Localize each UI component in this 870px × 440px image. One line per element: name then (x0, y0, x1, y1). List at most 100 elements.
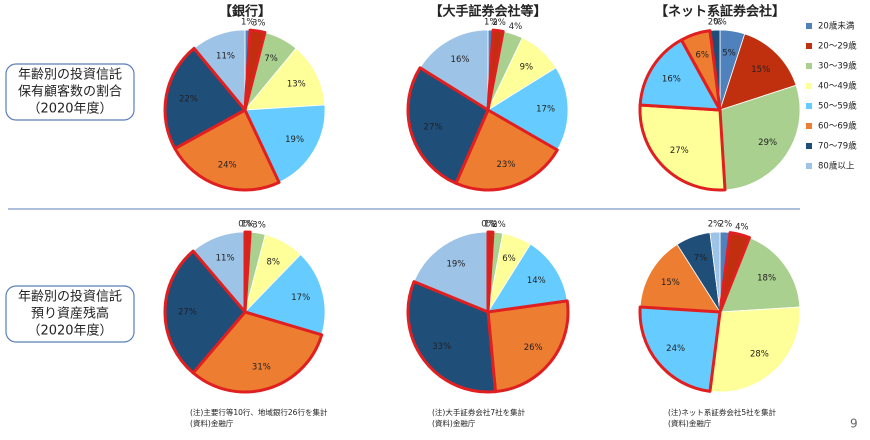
data-label: 18% (757, 274, 776, 284)
row-label: 保有顧客数の割合 (18, 84, 122, 100)
page-number: 9 (850, 417, 858, 431)
pie-slice (244, 47, 326, 111)
data-label: 8% (267, 257, 281, 267)
pie-slice (454, 108, 559, 192)
data-label: 27% (178, 308, 197, 318)
pie-slice (719, 84, 801, 191)
pie-slice (719, 237, 801, 313)
data-label: 19% (446, 260, 465, 270)
pie-slice (163, 46, 247, 151)
legend-label: 30～39歳 (818, 61, 857, 72)
data-label: 2% (719, 220, 733, 230)
pie-slice (709, 231, 721, 313)
data-label: 1% (241, 18, 255, 28)
legend-marker (806, 63, 812, 69)
data-label: 11% (216, 253, 235, 263)
pie-slice (718, 231, 751, 314)
pie-slice (719, 33, 797, 111)
chart-title: 【大手証券会社等】 (429, 4, 546, 20)
legend-marker (806, 43, 812, 49)
data-label: 24% (666, 344, 685, 354)
legend-marker (806, 143, 812, 149)
pie-slice (244, 104, 326, 183)
pie-slice (243, 28, 267, 112)
data-label: 31% (252, 363, 271, 373)
data-label: 0% (238, 220, 252, 230)
data-label: 4% (735, 222, 749, 232)
pie-slice (679, 29, 722, 112)
pie-slice (419, 29, 489, 111)
legend-marker (806, 163, 812, 169)
pie-slice (487, 243, 568, 313)
data-label: 1% (241, 220, 255, 230)
legend-label: 70～79歳 (818, 141, 857, 152)
data-label: 1% (484, 18, 498, 28)
row-label: （2020年度） (27, 323, 112, 339)
data-label: 17% (536, 105, 555, 115)
data-label: 27% (670, 146, 689, 156)
data-label: 19% (285, 135, 304, 145)
legend-label: 20歳未満 (818, 21, 855, 32)
data-label: 33% (432, 342, 451, 352)
data-label: 27% (424, 123, 443, 133)
data-label: 3% (252, 19, 266, 29)
note: (注)大手証券会社7社を集計 (432, 407, 526, 417)
chart-title: 【銀行】 (219, 4, 271, 20)
legend-label: 40～49歳 (818, 81, 857, 92)
data-label: 14% (527, 276, 546, 286)
legend-marker (806, 123, 812, 129)
data-label: 7% (694, 253, 708, 263)
data-label: 4% (509, 22, 523, 32)
data-label: 15% (751, 65, 770, 75)
row-label: （2020年度） (27, 101, 112, 117)
pie-slice (486, 28, 505, 112)
data-label: 1% (484, 220, 498, 230)
legend-label: 80歳以上 (818, 161, 855, 172)
legend-label: 50～59歳 (818, 101, 857, 112)
data-label: 17% (291, 293, 310, 303)
data-label: 26% (524, 343, 543, 353)
note: (資料)金融庁 (432, 418, 476, 428)
legend-label: 20～29歳 (818, 41, 857, 52)
data-label: 2% (708, 18, 722, 28)
note: (資料)金融庁 (668, 418, 712, 428)
pie-slice (486, 299, 570, 394)
data-label: 16% (662, 75, 681, 85)
data-label: 9% (520, 63, 534, 73)
note: (注)主要行等10行、地域銀行26行を集計 (190, 407, 328, 417)
pie-slice (244, 254, 326, 336)
row-label-box (5, 63, 135, 121)
data-label: 7% (264, 54, 278, 64)
data-label: 22% (179, 95, 198, 105)
row-label-box (5, 285, 135, 343)
row-label: 年齢別の投資信託 (18, 289, 122, 305)
data-label: 23% (497, 160, 516, 170)
data-label: 15% (661, 278, 680, 288)
pie-slice (413, 231, 489, 313)
data-label: 2% (492, 220, 506, 230)
data-label: 24% (218, 160, 237, 170)
data-label: 28% (750, 349, 769, 359)
pie-slice (487, 67, 569, 151)
row-label: 年齢別の投資信託 (18, 67, 122, 83)
note: (注)ネット系証券会社5社を集計 (668, 407, 777, 417)
legend-marker (806, 23, 812, 29)
pie-slice (638, 38, 722, 112)
data-label: 2% (492, 18, 506, 28)
data-label: 11% (216, 51, 235, 61)
chart-title: 【ネット系証券会社】 (655, 4, 785, 20)
legend-marker (806, 83, 812, 89)
data-label: 13% (287, 79, 306, 89)
data-label: 6% (695, 51, 709, 61)
legend-marker (806, 103, 812, 109)
pie-slice (191, 310, 324, 394)
pie-slice (163, 249, 247, 375)
pie-slice (406, 66, 490, 185)
pie-slice (173, 108, 281, 192)
pie-slice (638, 103, 727, 192)
row-label: 預り資産残高 (31, 306, 109, 322)
pie-slice (639, 244, 721, 313)
data-label: 0% (713, 18, 727, 28)
data-label: 2% (708, 220, 722, 230)
